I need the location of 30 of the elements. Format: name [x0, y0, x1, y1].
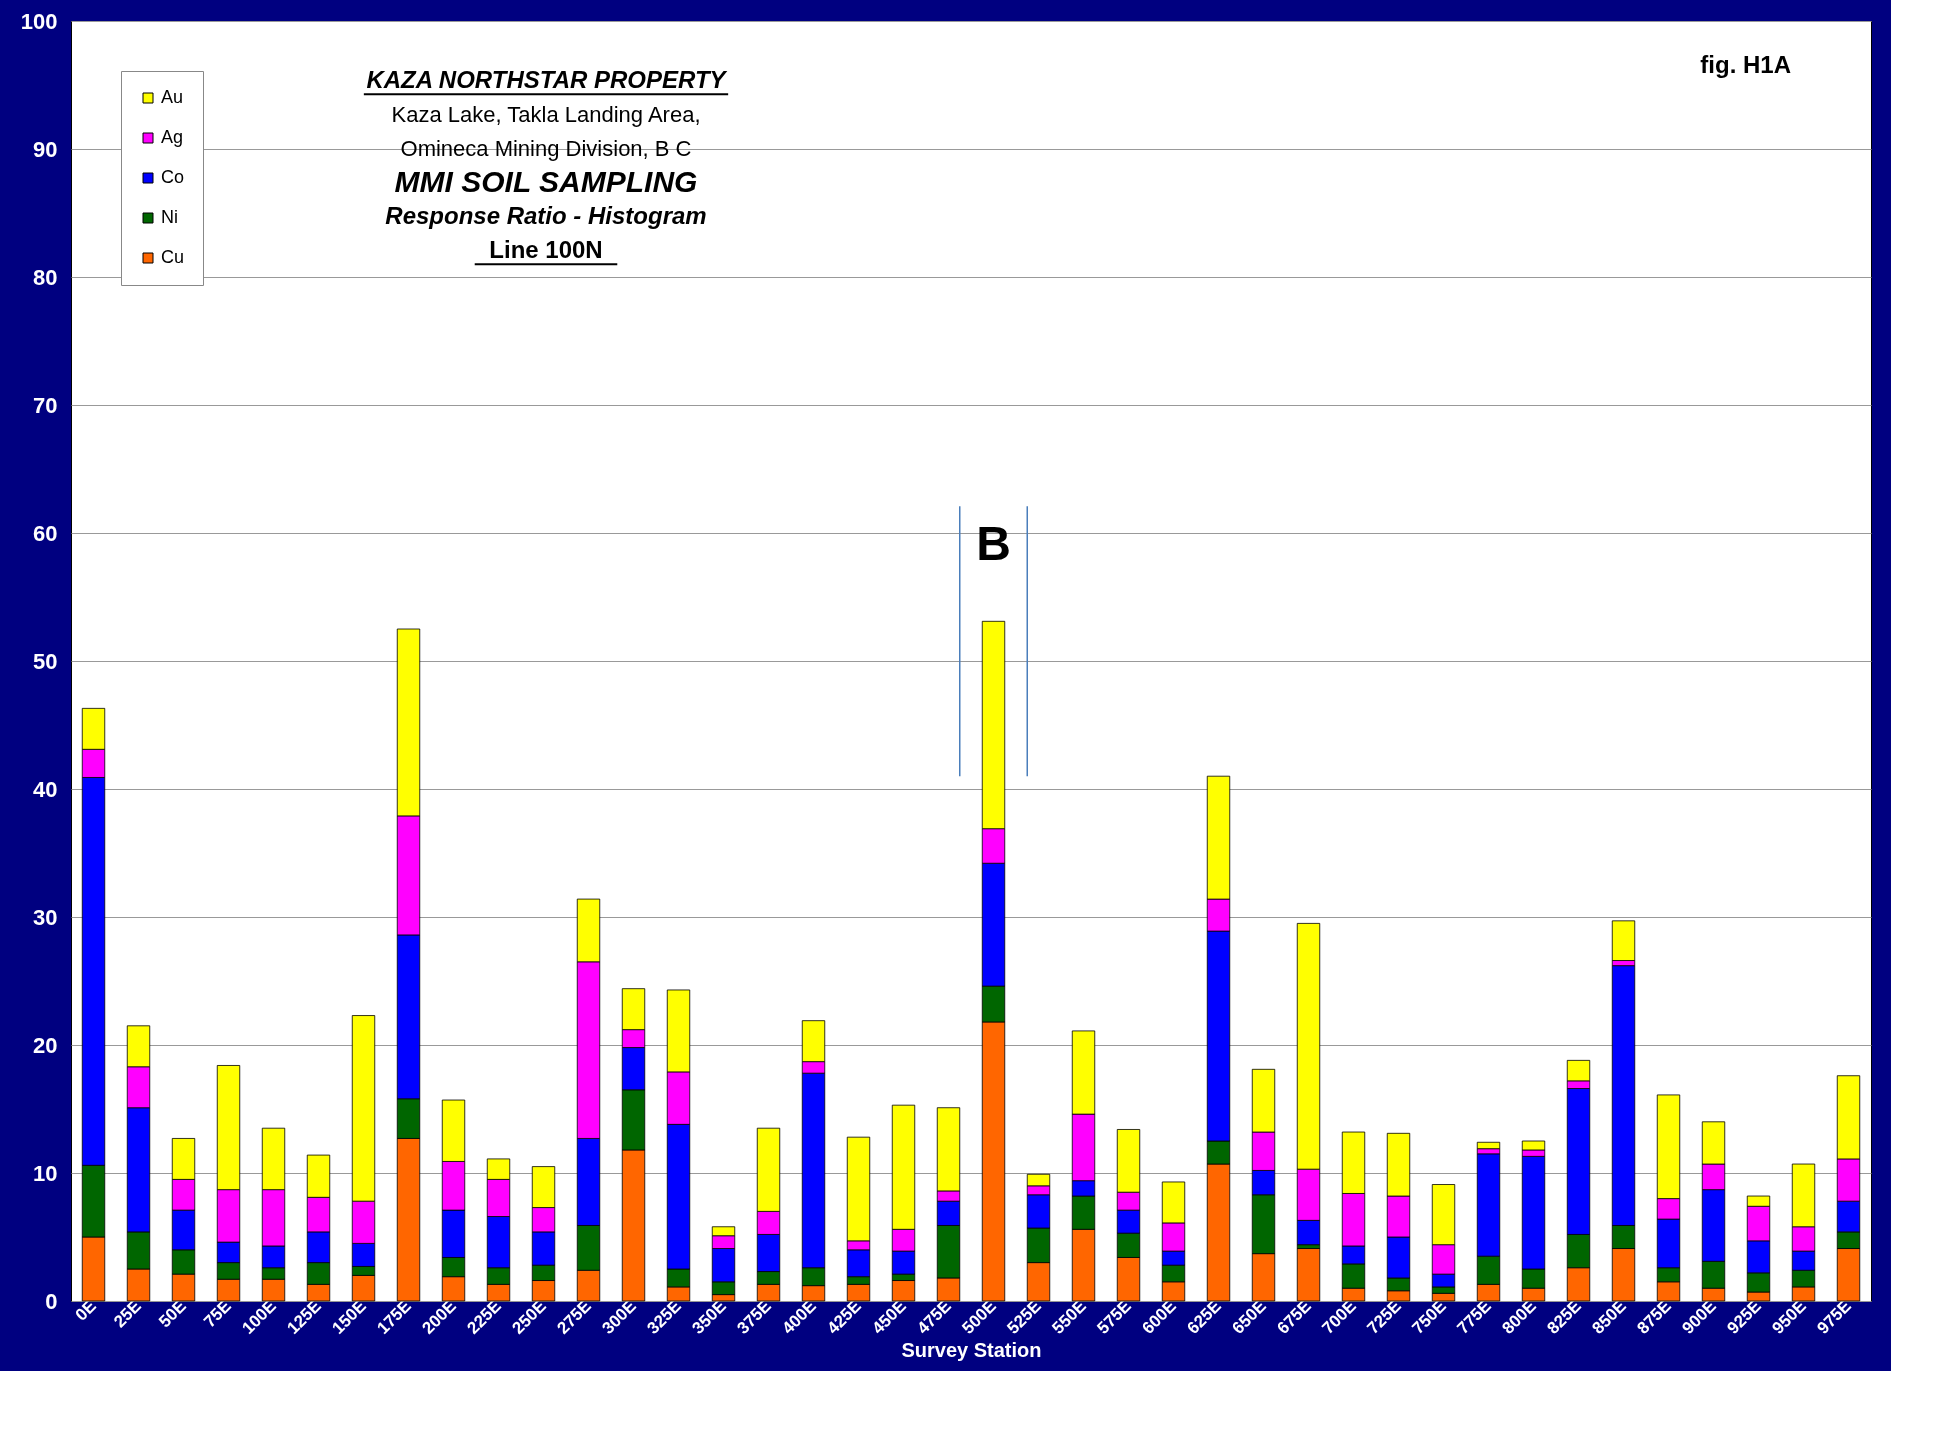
y-tick-label: 60	[33, 520, 58, 546]
y-tick-label: 20	[33, 1032, 58, 1058]
annotation: Omineca Mining Division, B C	[400, 136, 692, 161]
x-tick-label: 75E	[200, 1296, 235, 1332]
text: Response Ratio - Histogram	[385, 202, 707, 229]
annotation: Line 100N	[489, 236, 603, 263]
annotation: Kaza Lake, Takla Landing Area,	[391, 102, 701, 127]
legend-label: Ag	[161, 127, 184, 147]
x-axis-title: Survey Station	[901, 1339, 1042, 1362]
legend-label: Cu	[161, 247, 185, 267]
x-tick-label: 25E	[110, 1296, 145, 1332]
annotation: B	[976, 517, 1011, 571]
annotation: fig. H1A	[1700, 51, 1791, 78]
x-tick-label: 50E	[155, 1296, 190, 1332]
bar	[1476, 1141, 1501, 1150]
y-tick-label: 70	[33, 392, 58, 418]
x-tick-label: 0E	[71, 1296, 100, 1325]
legend-label: Ni	[161, 207, 178, 227]
y-tick-label: 80	[33, 264, 58, 290]
y-tick-label: 40	[33, 776, 58, 802]
y-tick-label: 0	[45, 1288, 58, 1314]
legend-label: Au	[161, 87, 184, 107]
y-tick-label: 10	[33, 1160, 58, 1186]
y-tick-label: 30	[33, 904, 58, 930]
y-tick-label: 100	[20, 8, 58, 34]
y-tick-label: 50	[33, 648, 58, 674]
annotation: KAZA NORTHSTAR PROPERTY	[366, 66, 728, 93]
y-tick-label: 90	[33, 136, 58, 162]
text: MMI SOIL SAMPLING	[394, 165, 698, 198]
legend-label: Co	[161, 167, 185, 187]
